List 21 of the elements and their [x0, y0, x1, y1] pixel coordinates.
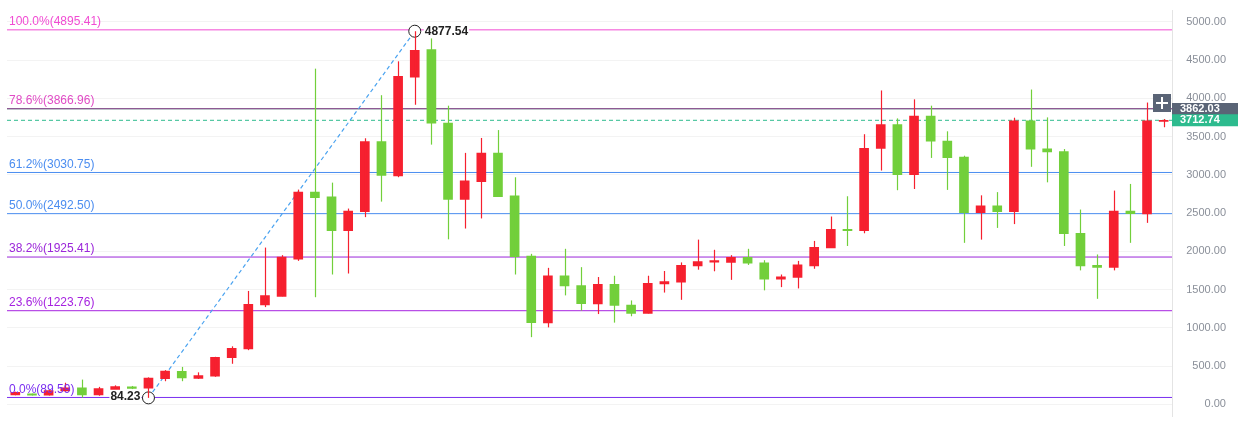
ref-line-label: 78.6%(3866.96)	[9, 92, 95, 107]
y-tick-label: 1500.00	[1186, 282, 1226, 295]
ref-line-label: 3712.74	[1180, 113, 1221, 126]
y-tick-label: 4500.00	[1186, 53, 1226, 66]
y-tick-label: 3000.00	[1186, 167, 1226, 180]
ref-line-label: 23.6%(1223.76)	[9, 295, 95, 310]
y-tick-label: 1000.00	[1186, 320, 1226, 333]
y-tick-label: 3500.00	[1186, 129, 1226, 142]
ref-line-label: 3862.03	[1180, 101, 1220, 114]
y-tick-label: 500.00	[1192, 359, 1226, 372]
y-tick-label: 2000.00	[1186, 244, 1226, 257]
ref-line-label: 50.0%(2492.50)	[9, 197, 95, 212]
ref-line-label: 100.0%(4895.41)	[9, 14, 102, 29]
y-tick-label: 5000.00	[1186, 14, 1226, 27]
ref-line-label: 61.2%(3030.75)	[9, 156, 95, 171]
y-tick-label: 4000.00	[1186, 91, 1226, 104]
y-tick-label: 2500.00	[1186, 206, 1226, 219]
annotation: 84.23	[110, 389, 141, 404]
annotation: 4877.54	[424, 23, 469, 38]
ref-line-label: 38.2%(1925.41)	[9, 241, 95, 256]
y-tick-label: 0.00	[1204, 397, 1226, 410]
